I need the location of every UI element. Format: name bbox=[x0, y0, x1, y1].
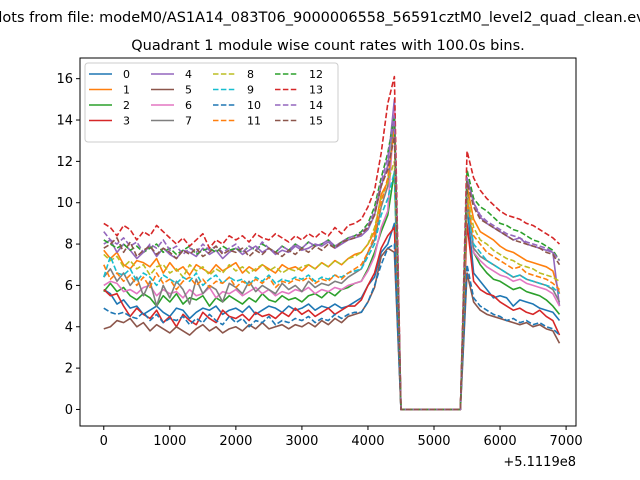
y-tick-label: 4 bbox=[65, 320, 73, 335]
y-axis-ticks: 0 2 4 6 8 10 12 14 16 bbox=[56, 72, 80, 418]
legend-label-14: 14 bbox=[309, 99, 323, 112]
y-tick-label: 16 bbox=[56, 72, 73, 87]
x-tick-label: 1000 bbox=[153, 434, 186, 449]
series-line-7 bbox=[103, 115, 561, 411]
legend-label-8: 8 bbox=[247, 68, 254, 81]
legend-label-0: 0 bbox=[123, 68, 130, 81]
series-line-0 bbox=[103, 203, 561, 411]
legend-label-3: 3 bbox=[123, 115, 130, 128]
y-tick-label: 10 bbox=[56, 196, 73, 211]
legend-label-6: 6 bbox=[185, 99, 192, 112]
legend-label-7: 7 bbox=[185, 115, 192, 128]
series-line-14 bbox=[103, 115, 561, 411]
y-tick-label: 8 bbox=[65, 238, 73, 253]
series-line-3 bbox=[103, 222, 561, 411]
x-tick-label: 6000 bbox=[484, 434, 517, 449]
x-tick-label: 3000 bbox=[285, 434, 318, 449]
legend-label-2: 2 bbox=[123, 99, 130, 112]
series-line-11 bbox=[103, 129, 561, 411]
legend-label-5: 5 bbox=[185, 84, 192, 97]
x-tick-label: 0 bbox=[100, 434, 108, 449]
series-line-5 bbox=[103, 247, 561, 411]
legend-label-10: 10 bbox=[247, 99, 261, 112]
legend-box bbox=[84, 62, 339, 143]
series-line-13 bbox=[103, 75, 561, 411]
plot-area: 0 1000 2000 3000 4000 5000 6000 7000 0246810121… bbox=[56, 57, 583, 449]
legend-label-1: 1 bbox=[123, 84, 130, 97]
x-axis-ticks: 0 1000 2000 3000 4000 5000 6000 7000 bbox=[100, 426, 583, 449]
series-line-15 bbox=[103, 135, 561, 411]
series-line-9 bbox=[103, 170, 561, 411]
legend-label-11: 11 bbox=[247, 115, 261, 128]
series-line-8 bbox=[103, 160, 560, 411]
series-layer bbox=[103, 75, 561, 411]
series-line-6 bbox=[103, 110, 561, 411]
x-tick-label: 5000 bbox=[417, 434, 450, 449]
legend-label-4: 4 bbox=[185, 68, 192, 81]
series-line-12 bbox=[103, 115, 561, 411]
x-tick-label: 4000 bbox=[351, 434, 384, 449]
x-offset-text: +5.1119e8 bbox=[503, 455, 576, 470]
axes-frame bbox=[79, 57, 577, 427]
y-tick-label: 12 bbox=[56, 155, 73, 170]
chart-title: Quadrant 1 module wise count rates with … bbox=[131, 38, 525, 54]
series-line-2 bbox=[103, 170, 561, 411]
y-tick-label: 6 bbox=[65, 279, 73, 294]
y-tick-label: 0 bbox=[65, 403, 73, 418]
legend-label-9: 9 bbox=[247, 84, 254, 97]
x-tick-label: 7000 bbox=[550, 434, 583, 449]
legend-label-12: 12 bbox=[309, 68, 323, 81]
y-tick-label: 14 bbox=[56, 114, 73, 129]
y-tick-label: 2 bbox=[65, 362, 73, 377]
figure-suptitle: Plots from file: modeM0/AS1A14_083T06_90… bbox=[0, 10, 640, 26]
legend-label-15: 15 bbox=[309, 115, 323, 128]
x-tick-label: 2000 bbox=[219, 434, 252, 449]
legend-label-13: 13 bbox=[309, 84, 323, 97]
